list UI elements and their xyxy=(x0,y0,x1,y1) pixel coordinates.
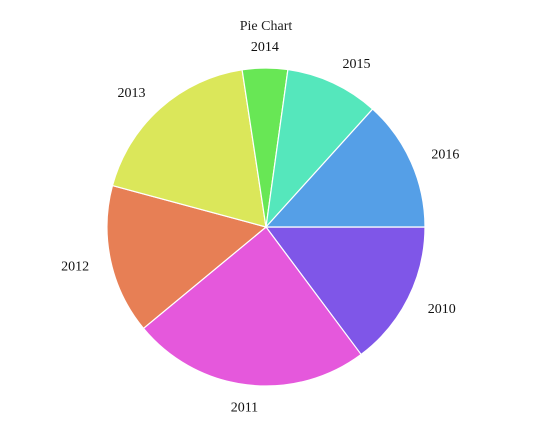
pie-label-2011: 2011 xyxy=(231,401,258,416)
pie-labels: 2010 2011 2012 2013 2014 2015 2016 xyxy=(61,40,459,416)
pie-label-2016: 2016 xyxy=(431,148,459,163)
pie-slice-2013 xyxy=(111,69,267,228)
pie-label-2015: 2015 xyxy=(343,57,371,72)
pie-label-2013: 2013 xyxy=(117,86,145,101)
pie-slice-2016 xyxy=(264,108,426,228)
pie-label-2010: 2010 xyxy=(428,302,456,317)
pie-slices xyxy=(106,67,426,387)
pie-slice-2010 xyxy=(264,226,426,356)
pie-slice-2011 xyxy=(142,226,362,387)
pie-slice-2015 xyxy=(265,68,374,229)
pie-label-2012: 2012 xyxy=(61,259,89,274)
pie-slice-2012 xyxy=(106,184,268,330)
pie-label-2014: 2014 xyxy=(251,40,279,55)
chart-title: Pie Chart xyxy=(240,19,293,34)
